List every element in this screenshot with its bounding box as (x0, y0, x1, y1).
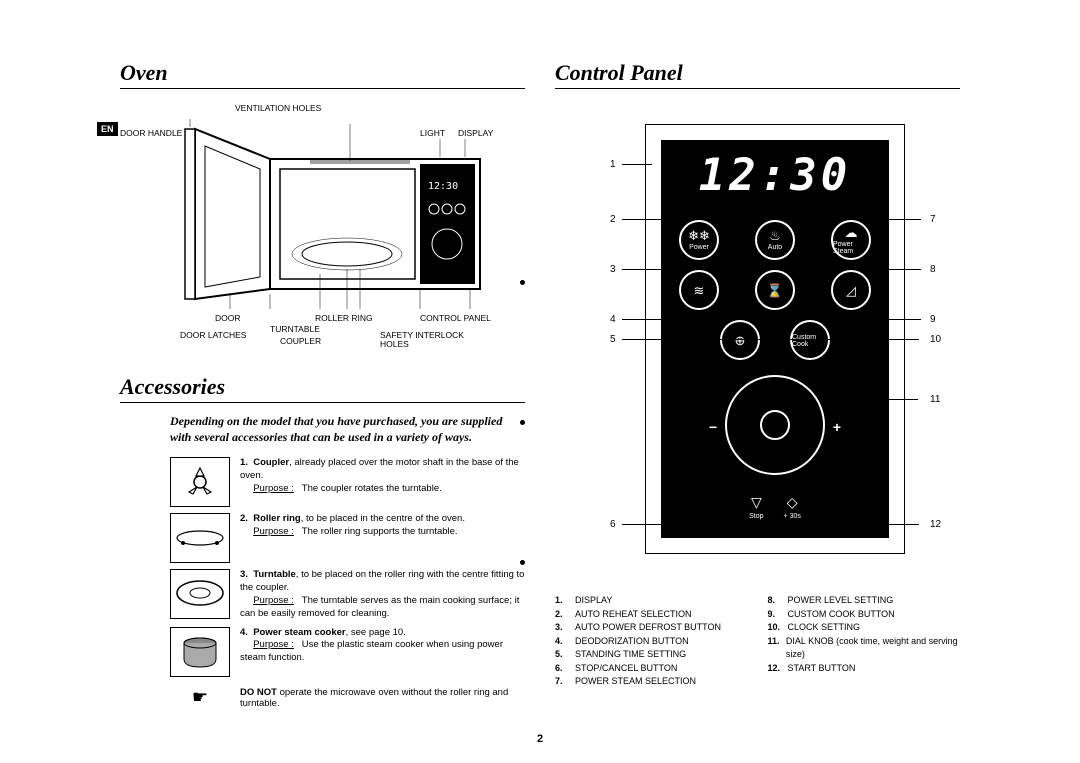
panel-button[interactable]: ≋ (679, 270, 719, 310)
label-ventilation: VENTILATION HOLES (235, 104, 321, 113)
legend-item: 7.POWER STEAM SELECTION (555, 675, 748, 689)
language-badge: EN (97, 122, 118, 136)
button-icon: ⊕ (735, 334, 746, 347)
legend-item: 9.CUSTOM COOK BUTTON (768, 608, 961, 622)
panel-button[interactable]: ♨ Auto (755, 220, 795, 260)
button-icon: ❄❄ (688, 229, 710, 242)
accessory-icon (170, 569, 230, 619)
accessory-item: 3. Turntable, to be placed on the roller… (120, 569, 525, 620)
button-label: Auto (768, 244, 782, 251)
button-label: Power Steam (833, 241, 869, 255)
page-number: 2 (537, 733, 543, 745)
legend-item: 5.STANDING TIME SETTING (555, 648, 748, 662)
button-icon: ◿ (846, 284, 856, 297)
callout-9: 9 (930, 314, 936, 325)
control-panel-legend: 1.DISPLAY2.AUTO REHEAT SELECTION3.AUTO P… (555, 594, 960, 689)
button-icon: ⌛ (767, 284, 783, 297)
legend-item: 1.DISPLAY (555, 594, 748, 608)
callout-1: 1 (610, 159, 616, 170)
panel-button[interactable]: Custom Cook (790, 320, 830, 360)
start-button[interactable]: ◇ + 30s (784, 494, 801, 520)
section-title-accessories: Accessories (120, 374, 525, 403)
panel-button[interactable]: ❄❄ Power (679, 220, 719, 260)
control-panel-diagram: 12:30 ❄❄ Power ♨ Auto ☁ Power Steam ≋ ⌛ ◿ ⊕ Cust… (555, 99, 960, 579)
callout-5: 5 (610, 334, 616, 345)
label-door: DOOR (215, 314, 241, 323)
button-label: Custom Cook (792, 334, 828, 348)
oven-svg: 12:30 (170, 119, 490, 309)
panel-button[interactable]: ⌛ (755, 270, 795, 310)
label-roller-ring: ROLLER RING (315, 314, 373, 323)
accessories-intro: Depending on the model that you have pur… (120, 413, 525, 445)
legend-item: 3.AUTO POWER DEFROST BUTTON (555, 621, 748, 635)
legend-item: 4.DEODORIZATION BUTTON (555, 635, 748, 649)
legend-item: 12.START BUTTON (768, 662, 961, 676)
display-readout: 12:30 (681, 150, 869, 205)
callout-11: 11 (930, 394, 940, 405)
donot-warning: ☛ DO NOT operate the microwave oven with… (120, 687, 525, 709)
callout-6: 6 (610, 519, 616, 530)
callout-10: 10 (930, 334, 941, 345)
hand-icon: ☛ (170, 687, 230, 708)
knob-plus: + (833, 419, 841, 435)
callout-4: 4 (610, 314, 616, 325)
svg-text:12:30: 12:30 (428, 181, 458, 192)
label-turntable: TURNTABLE (270, 325, 320, 334)
stop-icon: ▽ (751, 494, 762, 511)
accessory-item: 4. Power steam cooker, see page 10. Purp… (120, 627, 525, 677)
callout-8: 8 (930, 264, 936, 275)
legend-item: 10.CLOCK SETTING (768, 621, 961, 635)
label-display: DISPLAY (458, 129, 493, 138)
section-title-oven: Oven (120, 60, 525, 89)
legend-item: 8.POWER LEVEL SETTING (768, 594, 961, 608)
button-icon: ♨ (769, 229, 781, 242)
oven-diagram: 12:30 (120, 99, 525, 349)
accessory-text: 2. Roller ring, to be placed in the cent… (240, 513, 465, 539)
accessory-text: 1. Coupler, already placed over the moto… (240, 457, 525, 495)
panel-button[interactable]: ⊕ (720, 320, 760, 360)
button-icon: ≋ (694, 284, 705, 297)
panel-button[interactable]: ◿ (831, 270, 871, 310)
knob-minus: − (709, 419, 717, 435)
accessory-item: 2. Roller ring, to be placed in the cent… (120, 513, 525, 563)
legend-item: 6.STOP/CANCEL BUTTON (555, 662, 748, 676)
callout-12: 12 (930, 519, 941, 530)
label-safety-interlock: SAFETY INTERLOCK HOLES (380, 331, 480, 348)
section-title-control-panel: Control Panel (555, 60, 960, 89)
callout-3: 3 (610, 264, 616, 275)
accessory-icon (170, 627, 230, 677)
start-icon: ◇ (787, 494, 798, 511)
accessory-item: 1. Coupler, already placed over the moto… (120, 457, 525, 507)
accessory-icon (170, 513, 230, 563)
label-control-panel: CONTROL PANEL (420, 314, 491, 323)
label-light: LIGHT (420, 129, 445, 138)
label-door-handle: DOOR HANDLE (120, 129, 182, 138)
callout-7: 7 (930, 214, 936, 225)
accessory-icon (170, 457, 230, 507)
legend-item: 2.AUTO REHEAT SELECTION (555, 608, 748, 622)
accessory-text: 4. Power steam cooker, see page 10. Purp… (240, 627, 525, 665)
accessory-text: 3. Turntable, to be placed on the roller… (240, 569, 525, 620)
callout-2: 2 (610, 214, 616, 225)
stop-button[interactable]: ▽ Stop (749, 494, 763, 520)
legend-item: 11.DIAL KNOB (cook time, weight and serv… (768, 635, 961, 662)
dial-knob[interactable]: − + (725, 375, 825, 475)
button-icon: ☁ (845, 226, 858, 239)
button-label: Power (689, 244, 709, 251)
label-coupler: COUPLER (280, 337, 321, 346)
panel-button[interactable]: ☁ Power Steam (831, 220, 871, 260)
label-door-latches: DOOR LATCHES (180, 331, 246, 340)
